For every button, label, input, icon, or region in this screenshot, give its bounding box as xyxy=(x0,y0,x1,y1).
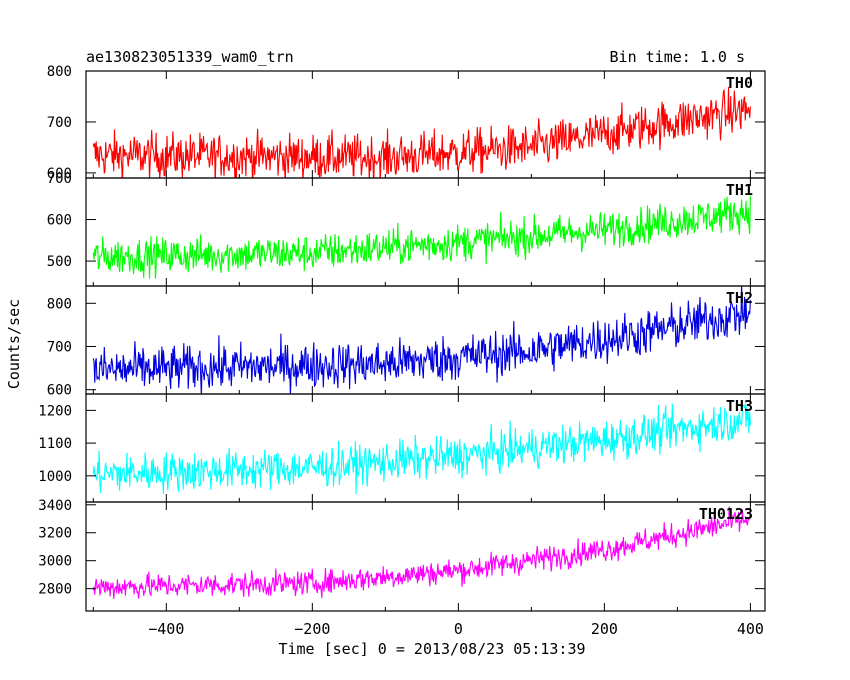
y-tick-label-th0123: 3400 xyxy=(38,498,72,514)
panel-label-th0: TH0 xyxy=(726,74,753,92)
y-tick-label-th1: 600 xyxy=(47,213,72,229)
y-tick-label-th0: 700 xyxy=(47,115,72,131)
y-tick-label-th2: 600 xyxy=(47,383,72,399)
y-tick-label-th1: 700 xyxy=(47,171,72,187)
chart-title: ae130823051339_wam0_trn xyxy=(86,48,294,66)
y-axis-label: Counts/sec xyxy=(5,299,23,389)
panel-th2: 600 700 800 TH2 xyxy=(47,285,766,399)
panel-label-th2: TH2 xyxy=(726,289,753,307)
x-tick-label: −400 xyxy=(148,620,184,638)
panel-label-th3: TH3 xyxy=(726,397,753,415)
panel-th3: 1000 1100 1200 TH3 xyxy=(38,393,766,503)
y-tick-label-th2: 800 xyxy=(47,296,72,312)
y-tick-label-th0123: 2800 xyxy=(38,582,72,598)
y-tick-label-th3: 1000 xyxy=(38,469,72,485)
y-tick-label-th0: 800 xyxy=(47,64,72,80)
x-tick-label: −200 xyxy=(294,620,330,638)
panel-frame-th3 xyxy=(85,393,766,503)
x-axis-label: Time [sec] 0 = 2013/08/23 05:13:39 xyxy=(278,640,585,658)
panel-frame-th0123 xyxy=(85,501,766,612)
x-tick-label: 200 xyxy=(591,620,618,638)
series-line-th3 xyxy=(92,403,751,495)
panel-th0: 600 700 800 TH0 xyxy=(47,64,766,182)
series-line-th2 xyxy=(92,286,751,394)
panel-label-th1: TH1 xyxy=(726,181,753,199)
series-line-th0 xyxy=(92,86,751,178)
y-tick-label-th0: 600 xyxy=(47,166,72,182)
y-tick-label-th0123: 3000 xyxy=(38,554,72,570)
x-tick-label: 400 xyxy=(737,620,764,638)
bin-time-label: Bin time: 1.0 s xyxy=(610,48,745,66)
y-tick-label-th0123: 3200 xyxy=(38,526,72,542)
panel-th0123: 2800 3000 3200 3400 TH0123 xyxy=(38,498,766,612)
y-tick-label-th3: 1200 xyxy=(38,403,72,419)
panel-label-th0123: TH0123 xyxy=(699,505,753,523)
series-line-th1 xyxy=(92,195,751,279)
y-tick-label-th1: 500 xyxy=(47,254,72,270)
y-tick-label-th2: 700 xyxy=(47,339,72,355)
series-line-th0123 xyxy=(92,506,751,599)
y-tick-label-th3: 1100 xyxy=(38,436,72,452)
panel-th1: 500 600 700 TH1 xyxy=(47,171,766,287)
x-tick-label: 0 xyxy=(454,620,463,638)
